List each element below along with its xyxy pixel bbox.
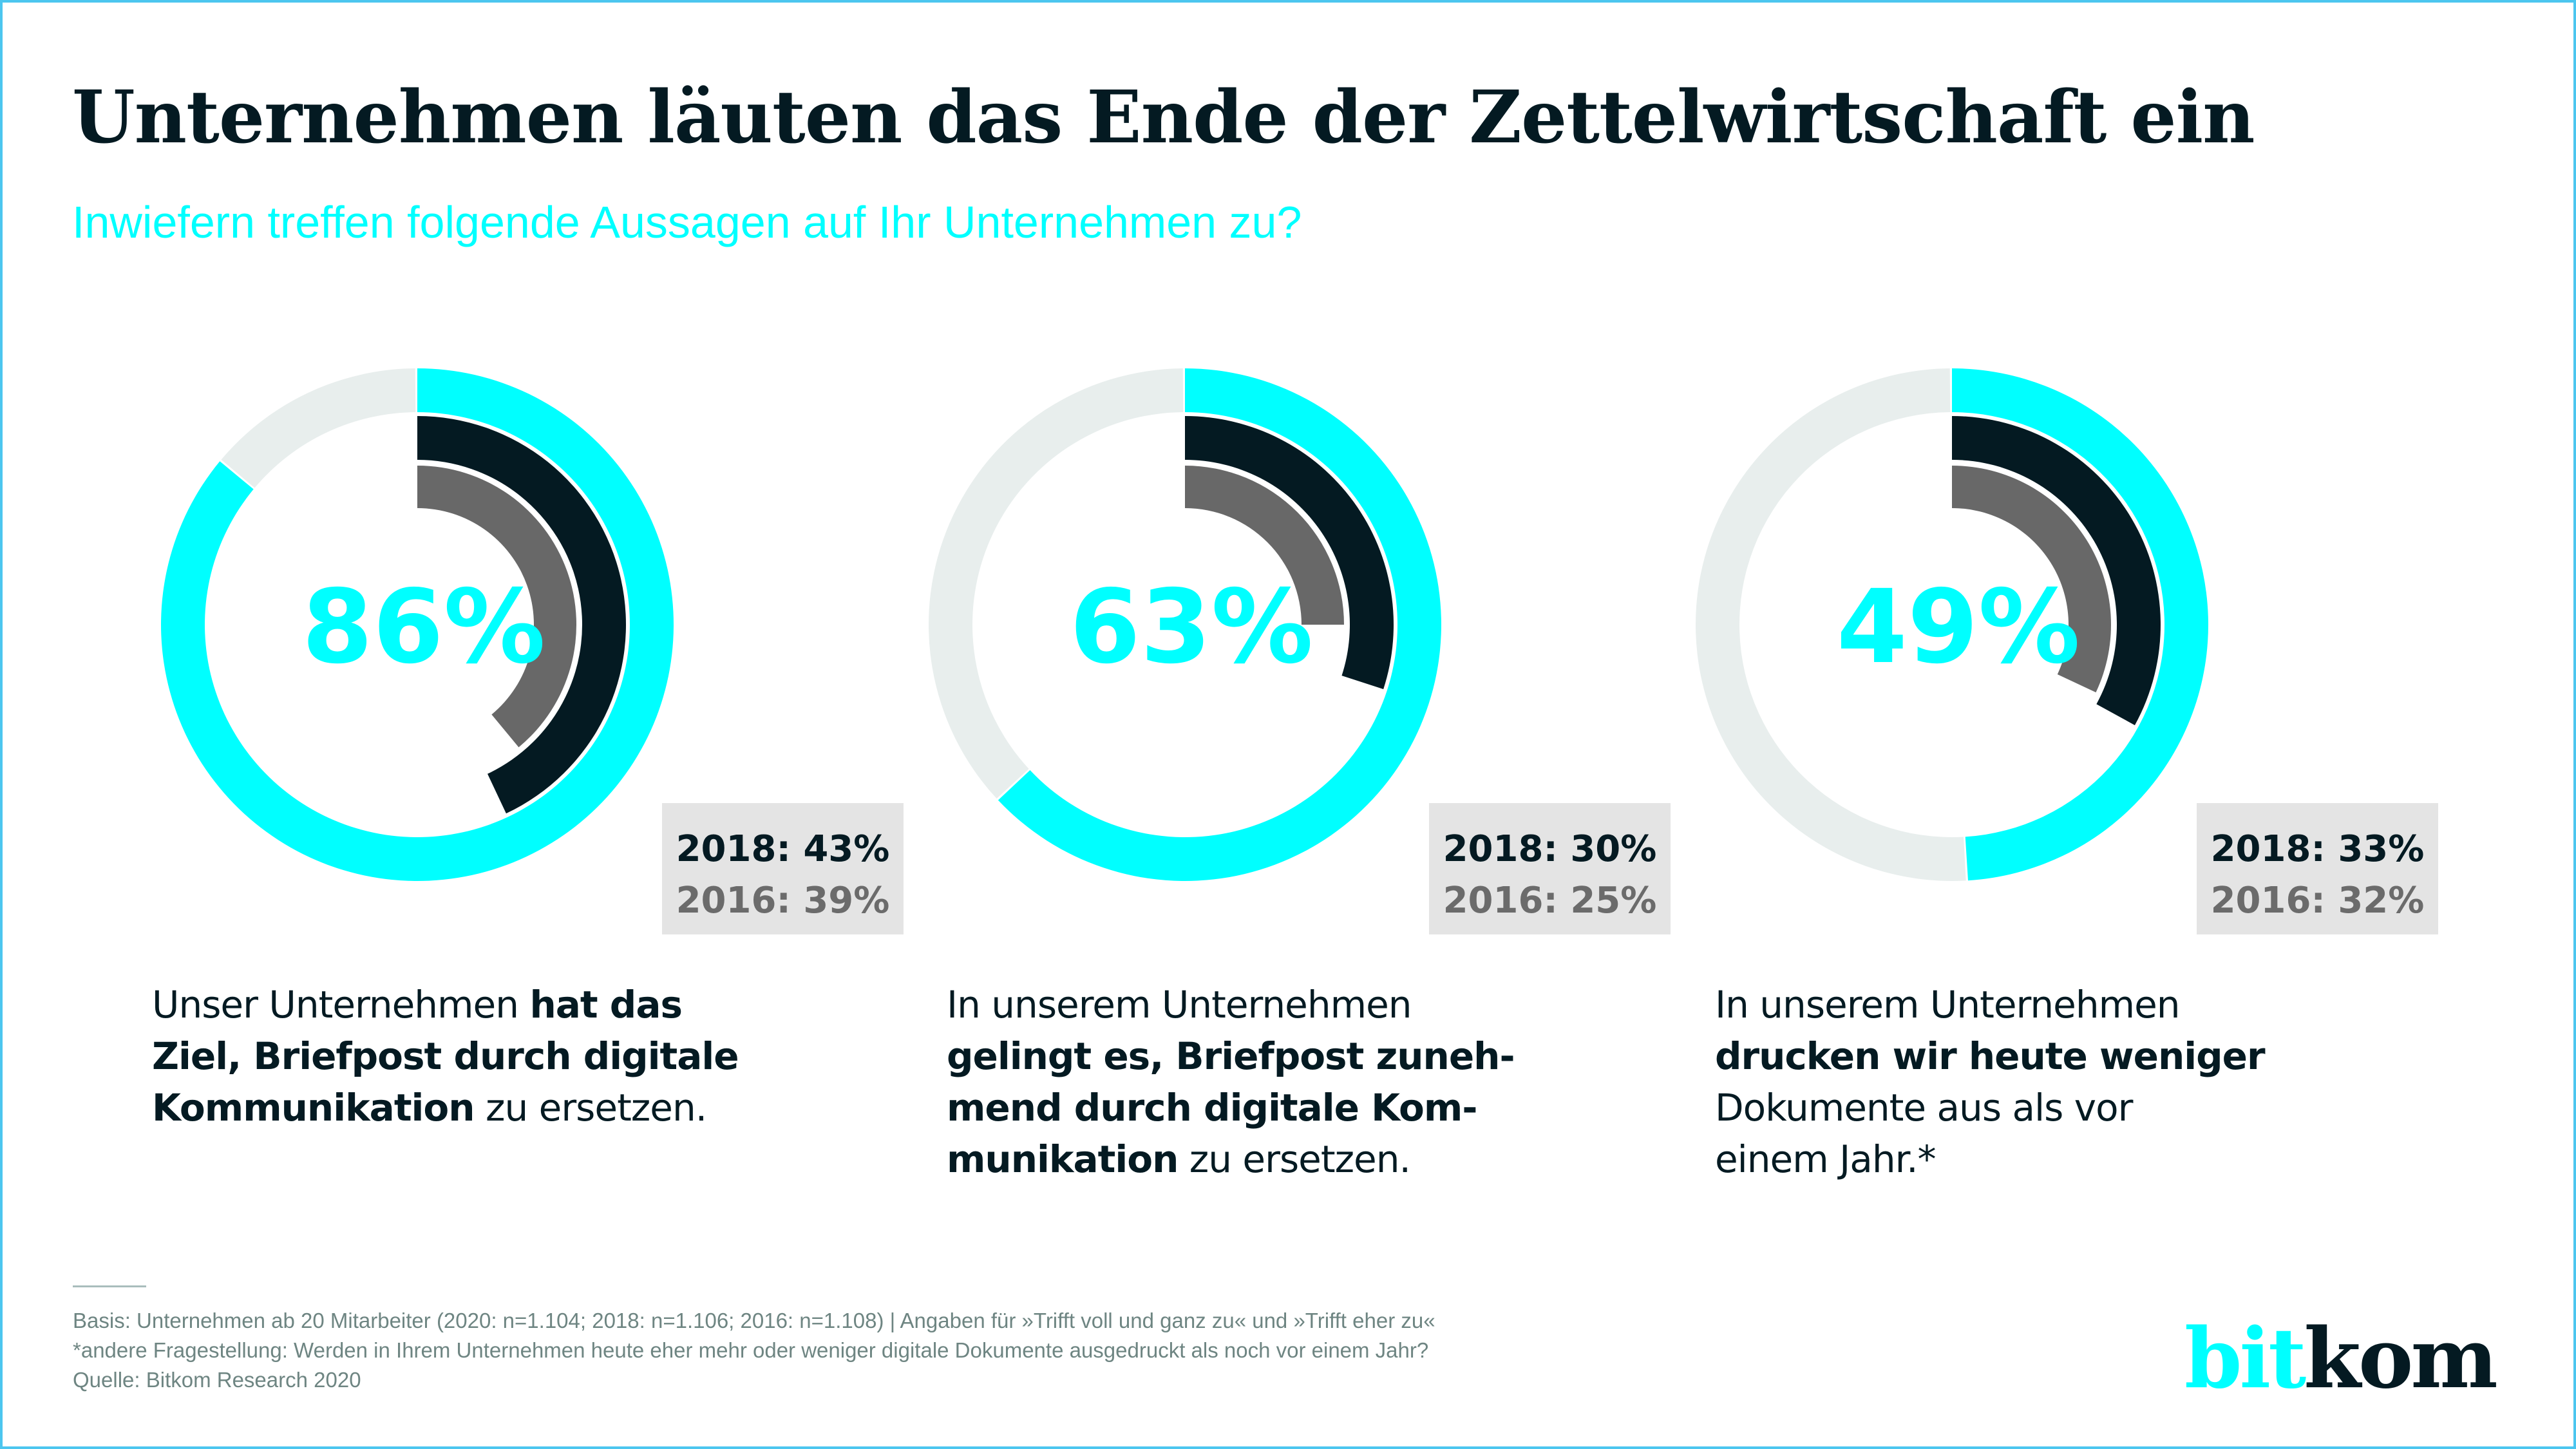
statement-text: Unser Unternehmen hat das Ziel, Briefpost…	[152, 979, 739, 1133]
statement-run: zu ersetzen.	[474, 1086, 707, 1130]
statement-emphasis: Kommunikation	[152, 1086, 475, 1130]
statement-line: Unser Unternehmen hat das	[152, 979, 732, 1030]
statement-line: munikation zu ersetzen.	[947, 1133, 1526, 1185]
bitkom-logo: bitkom	[2184, 1311, 2498, 1407]
statement-emphasis: hat das	[529, 983, 683, 1027]
statement-text: In unserem Unternehmen gelingt es, Briefp…	[947, 979, 1526, 1185]
donut-chart-1: 86%	[161, 368, 674, 881]
value-2018: 2018: 43%	[676, 828, 890, 870]
previous-years-box: 2018: 33% 2016: 32%	[2197, 803, 2438, 934]
statement-line: mend durch digitale Kom-	[947, 1082, 1526, 1133]
arc-2020	[1952, 368, 2208, 881]
statement-run: Dokumente aus als vor	[1715, 1086, 2133, 1130]
statement-emphasis: mend durch digitale Kom-	[947, 1086, 1477, 1130]
statement-run: In unserem Unternehmen	[947, 983, 1412, 1027]
donut-chart-3: 49%	[1695, 368, 2208, 881]
footer-note: *andere Fragestellung: Werden in Ihrem U…	[73, 1338, 1429, 1362]
statement-line: gelingt es, Briefpost zuneh-	[947, 1030, 1526, 1082]
footer-source: Quelle: Bitkom Research 2020	[73, 1368, 361, 1392]
statement-emphasis: drucken wir heute weniger	[1715, 1034, 2266, 1078]
arc-2016	[1185, 466, 1344, 625]
value-2018: 2018: 30%	[1443, 828, 1657, 870]
track-arc	[221, 368, 416, 488]
value-2016: 2016: 32%	[2210, 880, 2425, 922]
statement-line: drucken wir heute weniger	[1715, 1030, 2295, 1082]
previous-years-box: 2018: 43% 2016: 39%	[662, 803, 904, 934]
statement-emphasis: munikation	[947, 1137, 1179, 1181]
main-percentage-label: 63%	[1070, 568, 1313, 687]
donut-chart-2: 63%	[928, 368, 1442, 882]
arc-2016	[417, 466, 576, 748]
footer-basis: Basis: Unternehmen ab 20 Mitarbeiter (20…	[73, 1309, 1435, 1332]
value-2016: 2016: 39%	[676, 880, 890, 922]
statement-line: Kommunikation zu ersetzen.	[152, 1082, 732, 1133]
statement-run: einem Jahr.*	[1715, 1137, 1937, 1181]
footer-notes: Basis: Unternehmen ab 20 Mitarbeiter (20…	[73, 1306, 1435, 1395]
statement-emphasis: gelingt es, Briefpost zuneh-	[947, 1034, 1515, 1078]
statement-emphasis: Ziel, Briefpost durch digitale	[152, 1034, 739, 1078]
value-2016: 2016: 25%	[1443, 880, 1657, 922]
arc-2020	[998, 368, 1442, 882]
value-2018: 2018: 33%	[2210, 828, 2425, 870]
main-percentage-label: 49%	[1837, 568, 2080, 687]
track-arc	[928, 368, 1184, 799]
statement-text: In unserem Unternehmen drucken wir heute …	[1715, 979, 2295, 1185]
chart-subtitle: Inwiefern treffen folgende Aussagen auf …	[72, 197, 1302, 247]
statement-line: In unserem Unternehmen	[947, 979, 1526, 1030]
statement-run: Unser Unternehmen	[152, 983, 530, 1027]
statement-line: Ziel, Briefpost durch digitale	[152, 1030, 739, 1082]
main-percentage-label: 86%	[302, 568, 545, 687]
statement-line: In unserem Unternehmen	[1715, 979, 2295, 1030]
statement-run: zu ersetzen.	[1178, 1137, 1411, 1181]
arc-2016	[1952, 466, 2111, 693]
statement-line: einem Jahr.*	[1715, 1133, 2295, 1185]
track-arc	[1695, 368, 1966, 881]
arc-2018	[1185, 416, 1394, 690]
logo-part-bit: bit	[2184, 1311, 2306, 1407]
previous-years-box: 2018: 30% 2016: 25%	[1429, 803, 1671, 934]
logo-part-kom: kom	[2304, 1311, 2497, 1407]
arc-2018	[417, 416, 626, 814]
chart-title: Unternehmen läuten das Ende der Zettelwi…	[72, 75, 2255, 160]
statement-line: Dokumente aus als vor	[1715, 1082, 2295, 1133]
arc-2018	[1952, 416, 2161, 726]
footer-divider	[73, 1285, 146, 1287]
statement-run: In unserem Unternehmen	[1715, 983, 2181, 1027]
